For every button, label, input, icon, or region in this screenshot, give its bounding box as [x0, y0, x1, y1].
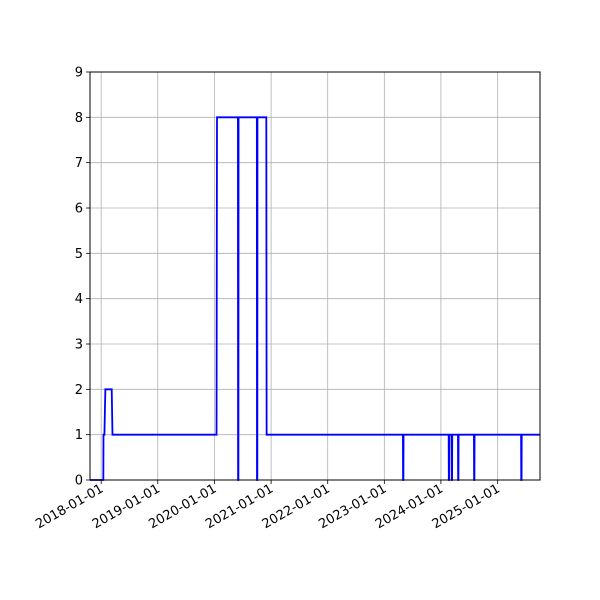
y-tick-label: 0: [75, 474, 83, 489]
y-tick-label: 3: [75, 338, 83, 353]
plot-frame: [89, 71, 541, 481]
y-tick-label: 9: [75, 66, 83, 81]
y-tick-label: 5: [75, 247, 83, 262]
y-tick-label: 6: [75, 202, 83, 217]
y-tick-label: 2: [75, 383, 83, 398]
y-tick-label: 4: [75, 292, 83, 307]
y-tick-label: 8: [75, 111, 83, 126]
y-tick-label: 7: [75, 156, 83, 171]
plot-background: [90, 72, 540, 480]
y-tick-label: 1: [75, 428, 83, 443]
